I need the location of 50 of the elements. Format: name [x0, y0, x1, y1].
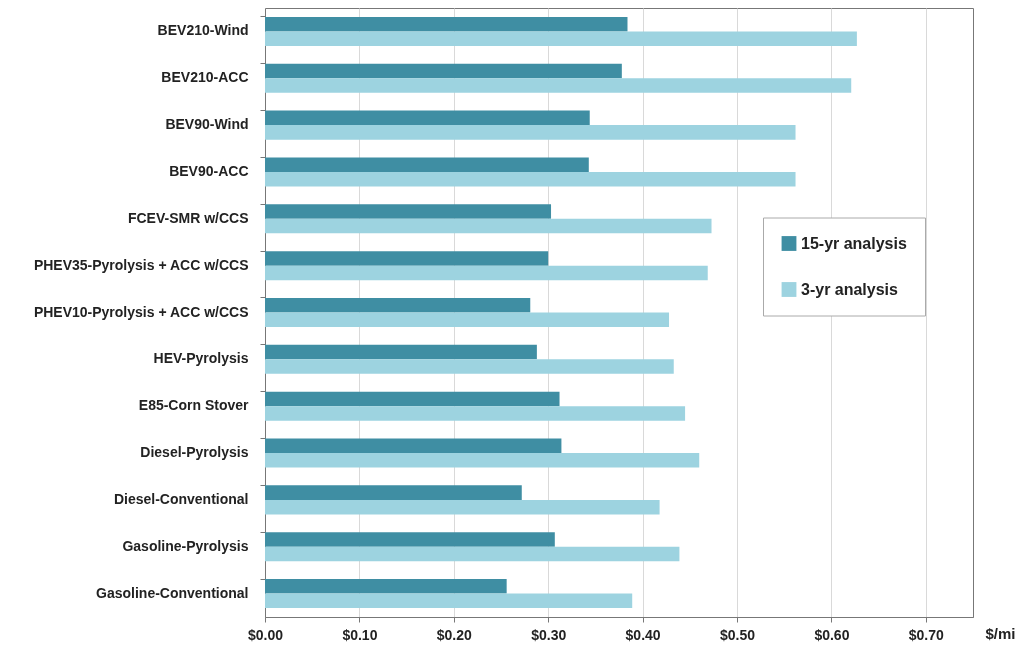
bar	[265, 532, 555, 547]
y-tick-label: BEV90-ACC	[169, 162, 249, 179]
bar	[265, 359, 674, 374]
bar	[265, 251, 549, 266]
y-tick-label: PHEV10-Pyrolysis + ACC w/CCS	[33, 303, 249, 320]
bar	[265, 171, 796, 187]
bar	[265, 391, 560, 407]
bar	[265, 110, 590, 126]
y-tick-label: Diesel-Conventional	[113, 490, 249, 507]
bar	[265, 406, 686, 421]
y-tick-label: Gasoline-Conventional	[96, 584, 249, 601]
y-tick-label: BEV210-Wind	[157, 22, 249, 39]
y-tick-label: Gasoline-Pyrolysis	[122, 537, 249, 554]
bar	[265, 265, 708, 281]
x-tick-label: $0.20	[436, 626, 473, 643]
bar	[265, 546, 680, 562]
bar	[265, 499, 660, 515]
legend-label: 15-yr analysis	[801, 234, 907, 252]
x-tick-label: $0.00	[247, 626, 284, 643]
bar	[265, 63, 622, 79]
y-tick-label: HEV-Pyrolysis	[153, 350, 249, 367]
bar	[265, 16, 628, 32]
x-tick-label: $0.30	[531, 626, 567, 643]
bar	[265, 485, 522, 500]
bar	[265, 31, 857, 46]
bar	[265, 78, 852, 93]
y-tick-label: BEV210-ACC	[161, 69, 249, 86]
bar	[265, 297, 531, 313]
x-tick-label: $0.10	[342, 626, 378, 643]
bar	[265, 312, 670, 328]
bar	[265, 204, 552, 219]
x-axis-title: $/mi	[985, 624, 1016, 642]
y-tick-label: PHEV35-Pyrolysis + ACC w/CCS	[33, 256, 249, 273]
y-tick-label: Diesel-Pyrolysis	[140, 444, 249, 461]
x-tick-label: $0.60	[814, 626, 850, 643]
legend-label: 3-yr analysis	[801, 280, 899, 298]
bar	[265, 218, 712, 234]
y-tick-label: FCEV-SMR w/CCS	[127, 209, 249, 226]
bar	[265, 344, 537, 360]
bar	[265, 125, 796, 140]
bar	[265, 453, 700, 468]
y-tick-label: E85-Corn Stover	[138, 397, 250, 414]
x-tick-label: $0.40	[625, 626, 661, 643]
bar	[265, 438, 562, 454]
bar	[265, 579, 507, 594]
y-tick-label: BEV90-Wind	[165, 116, 249, 133]
bar	[265, 157, 589, 172]
x-tick-label: $0.70	[908, 626, 945, 643]
x-tick-label: $0.50	[719, 626, 756, 643]
bar	[265, 593, 633, 609]
